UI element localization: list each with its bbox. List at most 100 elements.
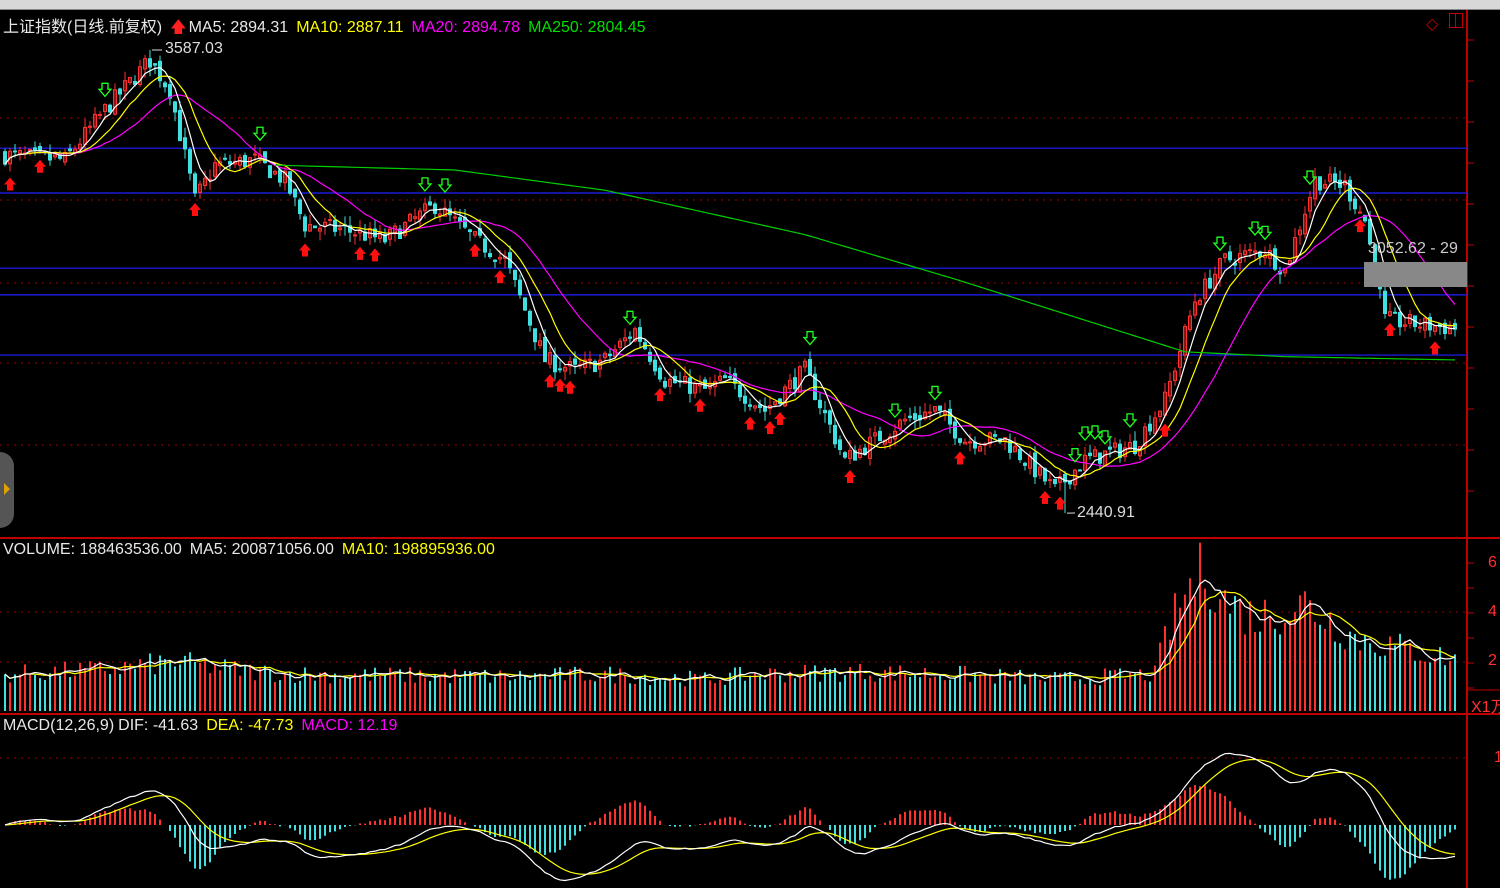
candle-down (1078, 469, 1082, 472)
candle-up (1058, 476, 1062, 483)
candle-down (1088, 452, 1092, 457)
candle-up (538, 340, 542, 346)
sidebar-expand-handle[interactable] (0, 452, 14, 528)
candle-up (308, 224, 312, 232)
candle-up (1193, 301, 1197, 316)
candle-down (223, 157, 227, 160)
candle-down (178, 109, 182, 142)
candle-down (838, 439, 842, 450)
buy-arrow-icon (654, 388, 666, 402)
volume-label: VOLUME: 188463536.00 (3, 541, 182, 558)
candle-up (253, 153, 257, 156)
chart-title: 上证指数(日线.前复权) (3, 19, 163, 36)
candle-down (818, 399, 822, 409)
up-arrow-icon: 🡅 (170, 19, 187, 36)
candle-up (1323, 183, 1327, 189)
buy-arrow-icon (1429, 341, 1441, 355)
candle-up (933, 406, 937, 412)
volume-unit-label: X1万 (1471, 699, 1500, 716)
candle-down (173, 101, 177, 113)
buy-arrow-icon (1384, 323, 1396, 337)
candle-up (403, 221, 407, 236)
candle-down (158, 60, 162, 82)
candle-down (313, 225, 317, 229)
sell-arrow-icon (437, 178, 453, 194)
candle-up (353, 234, 357, 237)
buy-arrow-icon (1354, 219, 1366, 233)
macd-header: MACD(12,26,9) DIF: -41.63 DEA: -47.73 MACD:… (3, 717, 405, 735)
candle-down (808, 359, 812, 376)
layout-toggle-icon[interactable] (1449, 13, 1463, 28)
candle-up (868, 436, 872, 459)
buy-arrow-icon (1039, 491, 1051, 505)
price-header: 上证指数(日线.前复权) 🡅 MA5: 2894.31 MA10: 2887.11 MA… (3, 13, 653, 43)
buy-arrow-icon (34, 159, 46, 173)
candle-up (63, 151, 67, 163)
candle-down (193, 173, 197, 194)
candle-up (218, 161, 222, 167)
candle-up (1073, 469, 1077, 486)
candle-down (288, 171, 292, 194)
sell-arrow-icon (927, 385, 943, 401)
diamond-icon[interactable]: ◇ (1426, 16, 1439, 33)
sell-arrow-icon (252, 126, 268, 142)
candle-up (803, 360, 807, 368)
candle-down (1353, 198, 1357, 210)
candle-down (543, 336, 547, 363)
candle-up (548, 352, 552, 365)
candle-up (338, 227, 342, 231)
candle-down (1453, 323, 1457, 330)
candle-down (1023, 462, 1027, 466)
ma250-label: MA250: 2804.45 (528, 19, 646, 36)
candle-up (1198, 299, 1202, 306)
candle-up (788, 379, 792, 390)
candle-up (328, 219, 332, 222)
candle-down (33, 147, 37, 151)
candle-up (123, 80, 127, 92)
candle-down (828, 410, 832, 425)
candle-up (1203, 278, 1207, 300)
candle-down (293, 188, 297, 198)
candle-down (948, 408, 952, 425)
candle-up (443, 207, 447, 217)
ma5-line (4, 67, 1456, 482)
candle-down (993, 434, 997, 437)
high-price-label: 3587.03 (165, 40, 223, 57)
candle-up (1303, 213, 1307, 235)
candle-down (1133, 440, 1137, 455)
candle-down (488, 253, 492, 258)
candle-down (68, 148, 72, 152)
buy-arrow-icon (1054, 496, 1066, 510)
candle-down (48, 153, 52, 161)
candle-down (1018, 448, 1022, 461)
candle-up (563, 366, 567, 372)
candle-down (383, 233, 387, 243)
candle-down (1393, 311, 1397, 314)
candle-down (148, 58, 152, 68)
candle-up (1168, 380, 1172, 397)
candle-down (168, 84, 172, 99)
candle-up (963, 441, 967, 445)
candle-down (133, 80, 137, 85)
buy-arrow-icon (369, 248, 381, 262)
candle-up (1248, 249, 1252, 252)
volume-tick: 4 (1488, 603, 1497, 620)
candle-down (638, 327, 642, 342)
candle-up (668, 378, 672, 387)
candle-down (513, 269, 517, 281)
volume-header: VOLUME: 188463536.00 MA5: 200871056.00 MA1… (3, 541, 503, 559)
candle-down (303, 216, 307, 232)
candle-up (318, 227, 322, 232)
candle-down (1228, 251, 1232, 261)
candle-down (268, 165, 272, 179)
toolbar-tabs (0, 0, 1500, 10)
candle-up (1218, 258, 1222, 279)
candle-down (938, 405, 942, 411)
candle-up (1448, 326, 1452, 335)
sell-arrow-icon (1302, 170, 1318, 186)
buy-arrow-icon (564, 380, 576, 394)
candle-up (143, 58, 147, 70)
candle-down (1118, 443, 1122, 459)
candle-up (968, 441, 972, 444)
